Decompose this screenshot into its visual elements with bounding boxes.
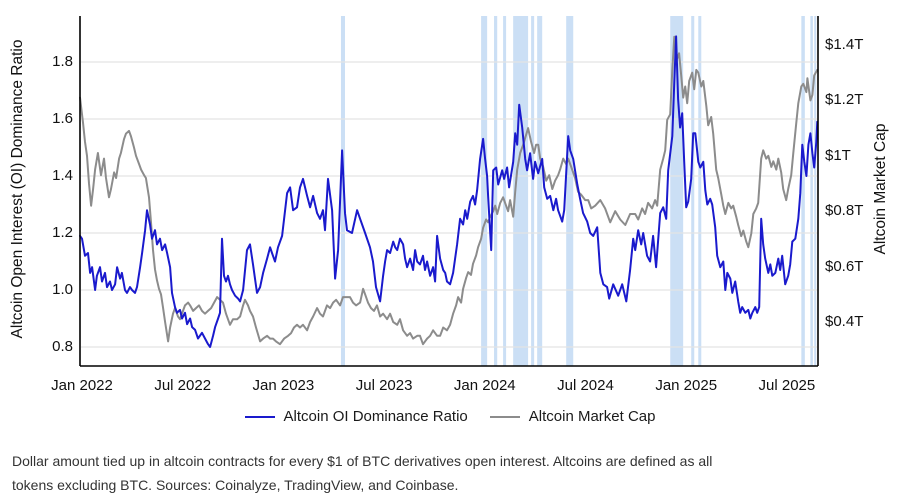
x-tick-label: Jan 2025	[655, 377, 718, 394]
highlight-band	[513, 16, 529, 366]
right-tick-label: $1T	[825, 146, 851, 164]
right-tick-label: $1.2T	[825, 91, 864, 109]
chart-plot-svg	[79, 16, 819, 367]
left-tick-label: 0.8	[52, 338, 73, 355]
right-tick-label: $1.4T	[825, 36, 864, 53]
highlight-band	[531, 16, 535, 366]
highlight-band	[503, 16, 507, 366]
highlight-band	[814, 16, 817, 366]
left-axis-title: Altcoin Open Interest (OI) Dominance Rat…	[9, 39, 26, 339]
highlight-band	[801, 16, 805, 366]
left-tick-label: 1.0	[52, 281, 73, 298]
chart-area: Altcoin Open Interest (OI) Dominance Rat…	[9, 16, 889, 394]
series-line-right	[79, 35, 819, 346]
x-tick-label: Jul 2025	[758, 377, 816, 394]
highlight-band	[698, 16, 702, 366]
highlight-band	[537, 16, 543, 366]
highlight-band	[340, 16, 345, 366]
x-tick-label: Jul 2022	[154, 377, 212, 394]
right-tick-label: $0.6T	[825, 257, 864, 275]
legend-line-swatch	[489, 415, 520, 418]
x-tick-label: Jan 2024	[453, 377, 516, 394]
highlight-band	[481, 16, 488, 366]
legend-item: Altcoin OI Dominance Ratio	[244, 408, 468, 425]
legend-label: Altcoin Market Cap	[528, 408, 656, 425]
caption-line-2: tokens excluding BTC. Sources: Coinalyze…	[12, 477, 459, 493]
right-tick-label: $0.8T	[825, 202, 864, 220]
highlight-band	[566, 16, 574, 366]
legend: Altcoin OI Dominance Ratio Altcoin Market…	[0, 408, 900, 425]
caption: Dollar amount tied up in altcoin contrac…	[12, 449, 772, 497]
highlight-band	[494, 16, 498, 366]
left-tick-label: 1.4	[52, 167, 73, 184]
caption-line-1: Dollar amount tied up in altcoin contrac…	[12, 453, 713, 469]
highlight-band	[691, 16, 695, 366]
x-tick-label: Jan 2022	[51, 377, 113, 394]
left-tick-label: 1.8	[52, 53, 73, 70]
left-tick-label: 1.2	[52, 224, 73, 241]
left-tick-label: 1.6	[52, 110, 73, 127]
series-line-left	[79, 35, 819, 348]
x-tick-label: Jan 2023	[252, 377, 315, 394]
legend-line-swatch	[244, 415, 275, 418]
x-tick-label: Jul 2024	[557, 377, 614, 394]
right-tick-label: $0.4T	[825, 313, 864, 330]
x-tick-label: Jul 2023	[355, 377, 413, 394]
legend-item: Altcoin Market Cap	[489, 408, 656, 425]
legend-label: Altcoin OI Dominance Ratio	[283, 408, 468, 425]
highlight-band	[810, 16, 813, 366]
